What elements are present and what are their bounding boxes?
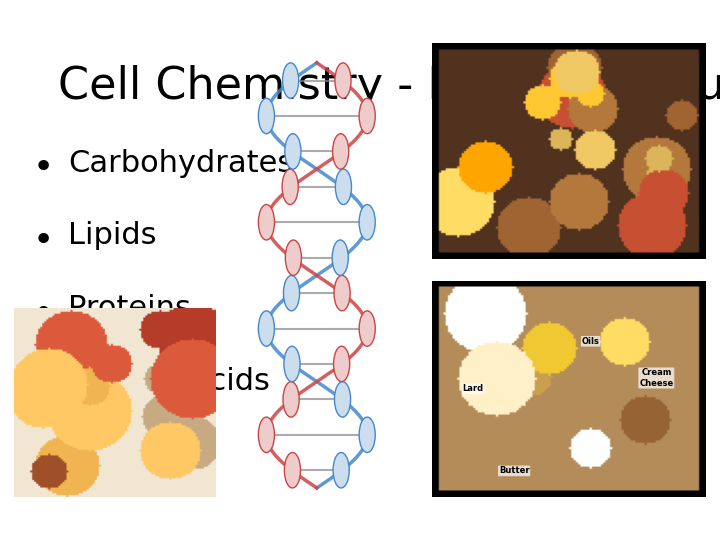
Circle shape — [283, 382, 299, 417]
Circle shape — [285, 134, 301, 169]
Text: Oils: Oils — [582, 337, 600, 346]
Circle shape — [359, 205, 375, 240]
Circle shape — [334, 275, 350, 311]
Text: Lard: Lard — [462, 384, 484, 393]
Text: Nucleic Acids: Nucleic Acids — [68, 367, 270, 396]
Text: Cell Chemistry - Macromolecues: Cell Chemistry - Macromolecues — [58, 65, 720, 108]
Circle shape — [282, 169, 298, 205]
Circle shape — [284, 346, 300, 382]
Circle shape — [333, 134, 348, 169]
Circle shape — [333, 346, 350, 382]
Circle shape — [359, 311, 375, 346]
Text: Proteins: Proteins — [68, 294, 192, 323]
Text: •: • — [32, 151, 54, 185]
Circle shape — [284, 453, 300, 488]
Circle shape — [335, 382, 351, 417]
Text: •: • — [32, 224, 54, 258]
Circle shape — [332, 240, 348, 275]
Circle shape — [336, 169, 351, 205]
Text: Carbohydrates: Carbohydrates — [68, 148, 294, 178]
Circle shape — [258, 311, 274, 346]
Text: Lipids: Lipids — [68, 221, 157, 251]
Text: •: • — [32, 370, 54, 404]
Circle shape — [284, 275, 300, 311]
Circle shape — [335, 63, 351, 98]
Circle shape — [359, 417, 375, 453]
Circle shape — [258, 205, 274, 240]
Circle shape — [282, 63, 299, 98]
Circle shape — [258, 98, 274, 134]
Circle shape — [285, 240, 302, 275]
Circle shape — [359, 98, 375, 134]
Text: Butter: Butter — [499, 467, 529, 475]
Text: •: • — [32, 297, 54, 331]
Circle shape — [333, 453, 349, 488]
Text: Cream
Cheese: Cream Cheese — [639, 368, 673, 388]
Circle shape — [258, 417, 274, 453]
